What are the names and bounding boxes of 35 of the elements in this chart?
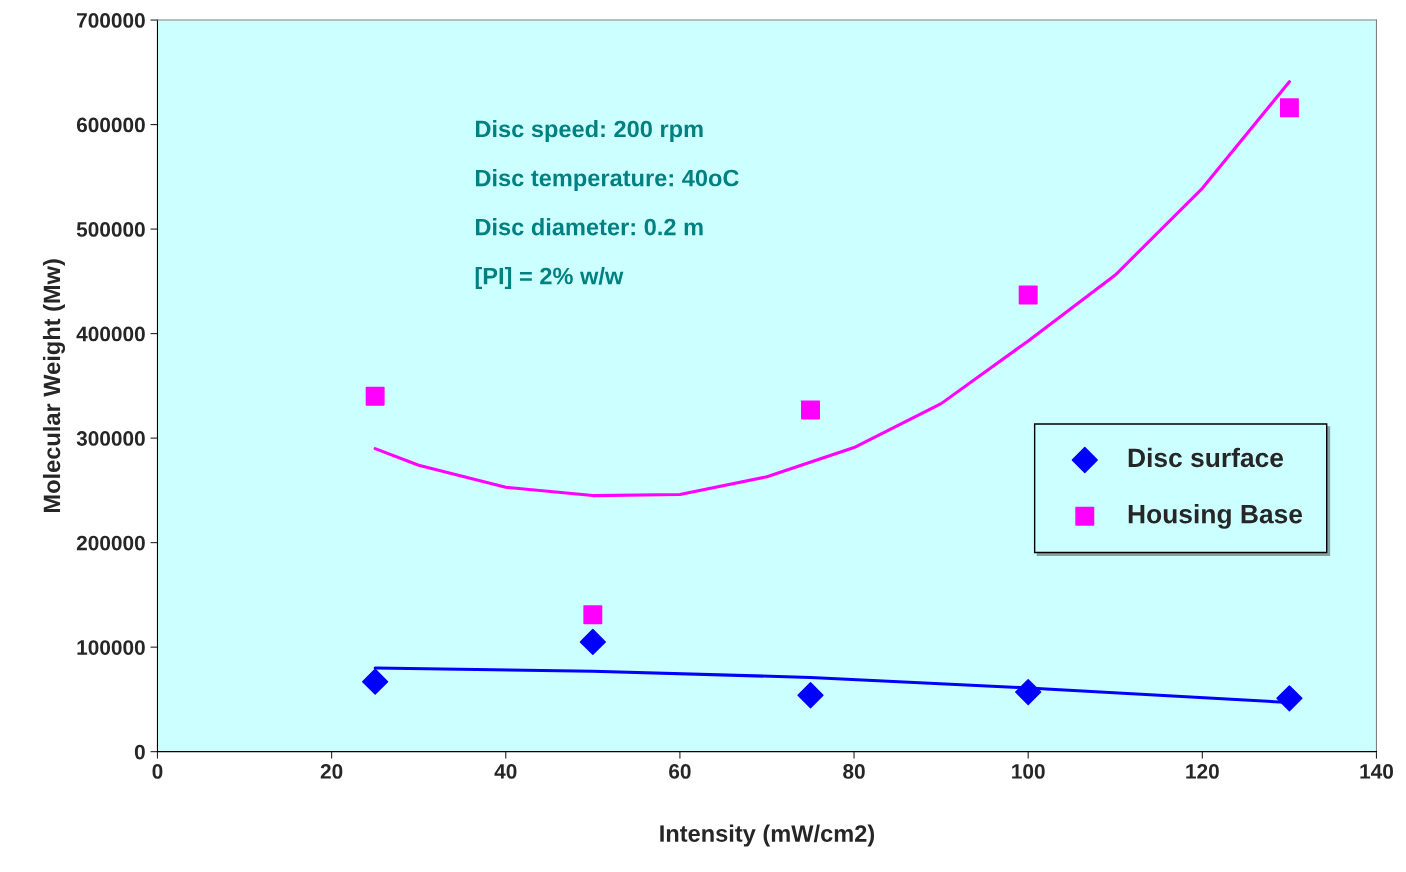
x-tick-label: 20 xyxy=(320,764,343,779)
y-tick-label: 500000 xyxy=(76,222,145,237)
y-tick-label: 300000 xyxy=(76,431,145,446)
annotation: [PI] = 2% w/w xyxy=(475,267,624,290)
legend-label: Disc surface xyxy=(1128,447,1284,468)
point xyxy=(362,668,389,695)
point xyxy=(1018,285,1038,305)
x-tick-label: 60 xyxy=(669,764,691,779)
x-tick-label: 100 xyxy=(1012,764,1045,779)
annotation: Disc speed: 200 rpm xyxy=(475,120,703,143)
point xyxy=(365,386,385,406)
y-tick-label: 0 xyxy=(134,744,145,760)
annotation: Disc diameter: 0.2 m xyxy=(475,218,703,236)
point xyxy=(583,605,603,625)
x-tick-label: 120 xyxy=(1186,764,1219,779)
point xyxy=(579,628,606,656)
x-tick-label: 80 xyxy=(843,764,865,779)
y-tick-label: 200000 xyxy=(76,535,145,551)
point xyxy=(801,400,820,420)
point xyxy=(1279,98,1299,118)
y-tick-label: 400000 xyxy=(76,326,145,342)
annotation: Disc temperature: 40oC xyxy=(475,169,739,192)
y-tick-label: 100000 xyxy=(77,640,145,655)
x-tick-label: 140 xyxy=(1360,764,1393,779)
x-tick-label: 0 xyxy=(152,764,163,779)
y-tick-label: 600000 xyxy=(76,117,145,133)
y-tick-label: 700000 xyxy=(77,13,145,28)
x-axis-title: Intensity (mW/cm2) xyxy=(660,824,875,847)
legend-label: Housing Base xyxy=(1128,504,1303,529)
line-series xyxy=(373,80,1291,498)
point xyxy=(1015,678,1042,706)
point xyxy=(1276,685,1303,712)
y-axis-title: Molecular Weight (Mw) xyxy=(42,259,66,512)
point xyxy=(797,682,824,709)
x-tick-label: 40 xyxy=(494,764,517,779)
